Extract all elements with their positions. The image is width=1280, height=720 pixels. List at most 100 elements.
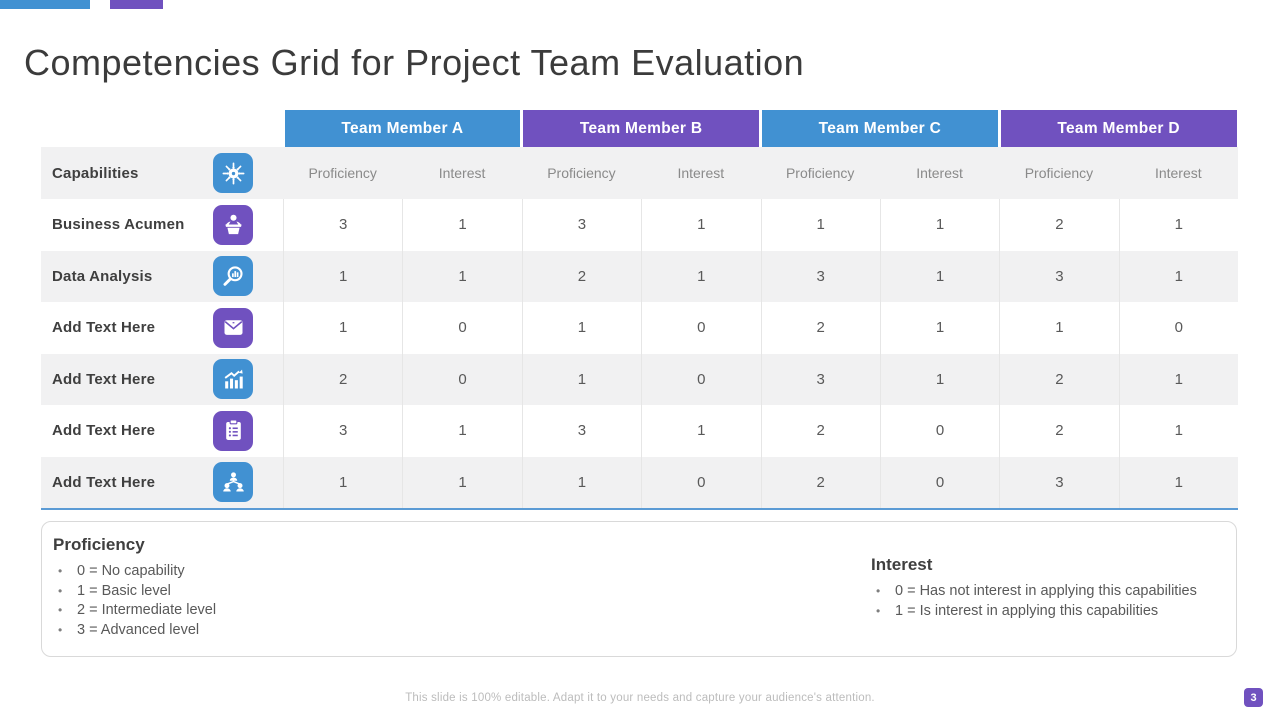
value-cell: 2 (999, 353, 1119, 405)
interest-legend: Interest 0 = Has not interest in applyin… (871, 555, 1197, 621)
row-label-cell: Data Analysis (41, 250, 283, 302)
value-cell: 1 (402, 405, 522, 457)
metric-header-proficiency: Proficiency (760, 147, 880, 199)
value-cell: 1 (760, 199, 880, 251)
value-cell: 1 (283, 456, 403, 508)
value-cell: 2 (283, 353, 403, 405)
value-cell: 3 (283, 199, 403, 251)
legend-item: 1 = Basic level (53, 582, 216, 602)
page-title: Competencies Grid for Project Team Evalu… (24, 42, 805, 84)
row-label: Add Text Here (52, 422, 156, 440)
table-corner-cell (41, 110, 283, 147)
capabilities-header-cell: Capabilities (41, 147, 283, 199)
row-label-cell: Add Text Here (41, 302, 283, 354)
page-number-badge: 3 (1244, 688, 1263, 707)
value-cell: 1 (1118, 250, 1238, 302)
value-cell: 2 (999, 199, 1119, 251)
value-cell: 0 (402, 353, 522, 405)
growth-chart-icon (213, 359, 253, 400)
value-cell: 3 (760, 250, 880, 302)
value-cell: 1 (1118, 353, 1238, 405)
envelope-icon (213, 307, 253, 348)
metric-header-interest: Interest (1118, 147, 1238, 199)
value-cell: 1 (521, 353, 642, 405)
interest-legend-title: Interest (871, 555, 933, 574)
value-cell: 1 (641, 199, 761, 251)
row-label: Business Acumen (52, 216, 185, 234)
legend-item: 2 = Intermediate level (53, 601, 216, 621)
value-cell: 1 (283, 250, 403, 302)
value-cell: 3 (999, 250, 1119, 302)
value-cell: 3 (999, 456, 1119, 508)
member-header-a: Team Member A (284, 110, 521, 147)
proficiency-legend-title: Proficiency (53, 535, 145, 554)
value-cell: 2 (760, 456, 880, 508)
value-cell: 1 (879, 353, 1000, 405)
value-cell: 1 (521, 302, 642, 354)
idea-gear-icon (213, 153, 253, 193)
proficiency-legend: Proficiency 0 = No capability 1 = Basic … (53, 535, 216, 640)
org-chart-icon (213, 462, 253, 503)
podium-presenter-icon (213, 204, 253, 245)
metric-header-proficiency: Proficiency (999, 147, 1119, 199)
value-cell: 1 (879, 302, 1000, 354)
row-label-cell: Add Text Here (41, 456, 283, 508)
value-cell: 1 (1118, 405, 1238, 457)
member-header-d: Team Member D (1000, 110, 1237, 147)
value-cell: 2 (760, 302, 880, 354)
row-label: Add Text Here (52, 473, 156, 491)
accent-bar-blue (0, 0, 90, 9)
legend-item: 1 = Is interest in applying this capabil… (871, 602, 1197, 622)
capabilities-label: Capabilities (52, 164, 139, 182)
proficiency-legend-list: 0 = No capability 1 = Basic level 2 = In… (53, 562, 216, 640)
value-cell: 1 (641, 250, 761, 302)
value-cell: 1 (641, 405, 761, 457)
metric-header-interest: Interest (641, 147, 761, 199)
value-cell: 3 (283, 405, 403, 457)
row-label: Add Text Here (52, 319, 156, 337)
legend-item: 0 = No capability (53, 562, 216, 582)
row-label: Add Text Here (52, 370, 156, 388)
row-label-cell: Business Acumen (41, 199, 283, 251)
row-label-cell: Add Text Here (41, 353, 283, 405)
accent-bar-purple (110, 0, 163, 9)
legend-item: 3 = Advanced level (53, 621, 216, 641)
legend-item: 0 = Has not interest in applying this ca… (871, 582, 1197, 602)
value-cell: 0 (879, 456, 1000, 508)
value-cell: 2 (999, 405, 1119, 457)
value-cell: 1 (1118, 199, 1238, 251)
value-cell: 1 (879, 199, 1000, 251)
value-cell: 3 (760, 353, 880, 405)
value-cell: 1 (402, 456, 522, 508)
value-cell: 0 (402, 302, 522, 354)
metric-header-interest: Interest (402, 147, 522, 199)
value-cell: 0 (879, 405, 1000, 457)
value-cell: 1 (521, 456, 642, 508)
member-header-b: Team Member B (523, 110, 759, 147)
value-cell: 1 (283, 302, 403, 354)
value-cell: 1 (999, 302, 1119, 354)
value-cell: 0 (641, 456, 761, 508)
legend-box: Proficiency 0 = No capability 1 = Basic … (41, 521, 1237, 657)
value-cell: 3 (521, 199, 642, 251)
value-cell: 1 (402, 199, 522, 251)
metric-header-proficiency: Proficiency (521, 147, 642, 199)
row-label-cell: Add Text Here (41, 405, 283, 457)
footer-note: This slide is 100% editable. Adapt it to… (405, 692, 875, 704)
member-header-c: Team Member C (762, 110, 998, 147)
metric-header-proficiency: Proficiency (283, 147, 403, 199)
row-label: Data Analysis (52, 267, 153, 285)
metric-header-interest: Interest (879, 147, 1000, 199)
value-cell: 1 (402, 250, 522, 302)
interest-legend-list: 0 = Has not interest in applying this ca… (871, 582, 1197, 621)
value-cell: 0 (641, 353, 761, 405)
value-cell: 3 (521, 405, 642, 457)
value-cell: 2 (521, 250, 642, 302)
value-cell: 1 (879, 250, 1000, 302)
value-cell: 0 (1118, 302, 1238, 354)
value-cell: 0 (641, 302, 761, 354)
search-chart-icon (213, 256, 253, 297)
value-cell: 2 (760, 405, 880, 457)
value-cell: 1 (1118, 456, 1238, 508)
